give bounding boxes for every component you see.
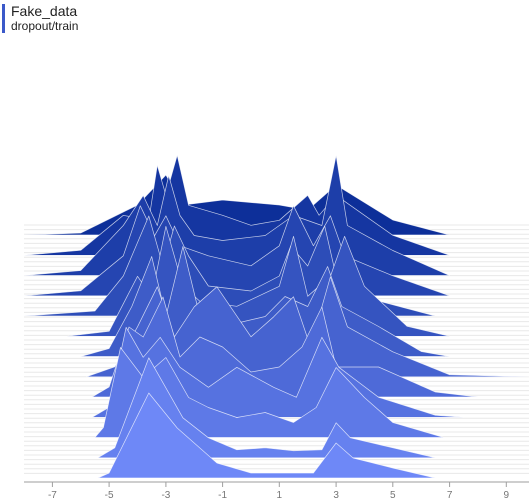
x-tick-label: -5 (105, 490, 114, 501)
x-tick-label: 7 (447, 490, 453, 501)
x-tick-label: -3 (161, 490, 170, 501)
x-tick-label: 1 (277, 490, 283, 501)
histogram-ridge (97, 392, 436, 479)
histogram-ridge (91, 296, 479, 398)
chart-title: Fake_data (11, 3, 78, 19)
x-tick-label: -1 (218, 490, 227, 501)
ridges-layer (23, 154, 529, 479)
x-tick-label: 9 (504, 490, 510, 501)
chart-subtitle: dropout/train (11, 19, 79, 33)
histogram-ridge (94, 347, 445, 438)
x-tick-label: 3 (333, 490, 339, 501)
x-axis: -7 -5 -3 -1 1 3 5 7 9 (24, 481, 529, 501)
x-tick-label: -7 (48, 490, 57, 501)
x-tick-label: 5 (390, 490, 396, 501)
title-accent-bar (2, 4, 5, 33)
histogram-ridge (80, 246, 450, 357)
